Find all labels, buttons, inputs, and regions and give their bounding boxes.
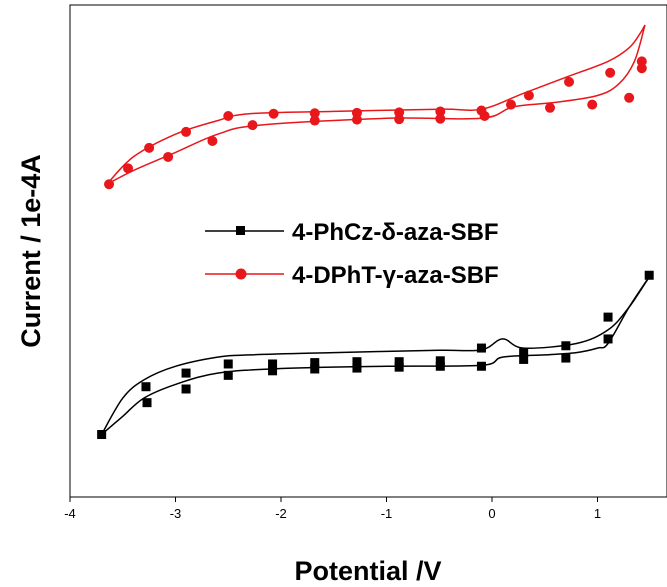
series-2-marker xyxy=(505,99,516,110)
x-tick-label: 1 xyxy=(594,506,601,521)
series-layer xyxy=(97,24,654,439)
series-2-marker xyxy=(605,67,616,78)
series-2-marker xyxy=(476,105,487,116)
series-2-marker xyxy=(624,92,635,103)
series-2-curve-upper xyxy=(106,24,646,185)
series-2-marker xyxy=(207,136,218,147)
series-2-marker xyxy=(351,114,362,125)
x-tick-label: 0 xyxy=(488,506,495,521)
y-axis-title: Current / 1e-4A xyxy=(16,154,46,348)
series-2-marker xyxy=(435,113,446,124)
series-2-marker xyxy=(394,114,405,125)
legend: 4-PhCz-δ-aza-SBF 4-DPhT-γ-aza-SBF xyxy=(205,219,499,289)
series-2-marker xyxy=(309,115,320,126)
series-1-marker xyxy=(603,334,613,344)
series-1-marker xyxy=(561,341,571,351)
x-tick-label: -2 xyxy=(275,506,287,521)
legend-entry-series-2: 4-DPhT-γ-aza-SBF xyxy=(205,262,499,289)
series-2-marker xyxy=(144,142,155,153)
series-2 xyxy=(104,24,647,190)
series-2-marker xyxy=(545,102,556,113)
series-2-marker xyxy=(123,163,134,174)
legend-marker-square xyxy=(236,226,245,235)
series-2-marker xyxy=(435,106,446,117)
series-1-marker xyxy=(223,359,233,369)
series-1-marker xyxy=(435,356,445,366)
series-1-marker xyxy=(519,354,529,364)
series-1-marker xyxy=(97,430,107,439)
series-2-marker xyxy=(564,76,575,87)
x-tick-label: -4 xyxy=(64,506,76,521)
x-axis-title: Potential /V xyxy=(294,556,441,586)
series-1-marker xyxy=(142,398,152,408)
series-1-marker xyxy=(310,364,320,374)
series-2-marker xyxy=(104,179,115,190)
series-2-marker xyxy=(523,90,534,101)
series-1-curve-lower xyxy=(101,274,651,436)
x-axis-ticks: -4 -3 -2 -1 0 1 xyxy=(64,497,601,521)
series-1-marker xyxy=(352,357,362,367)
plot-area xyxy=(69,4,667,498)
legend-label-series-2: 4-DPhT-γ-aza-SBF xyxy=(292,262,499,289)
series-1-marker xyxy=(435,361,445,371)
series-1 xyxy=(97,270,654,439)
series-2-marker xyxy=(223,111,234,121)
series-1-marker xyxy=(141,382,151,392)
series-2-curve-lower xyxy=(106,24,646,185)
legend-label-series-1: 4-PhCz-δ-aza-SBF xyxy=(292,219,499,246)
x-tick-label: -1 xyxy=(381,506,393,521)
series-2-marker xyxy=(636,56,647,67)
series-1-marker xyxy=(181,384,191,394)
series-1-marker xyxy=(561,353,571,363)
series-1-marker xyxy=(476,361,486,371)
series-2-marker xyxy=(163,151,174,162)
series-2-marker xyxy=(268,108,279,119)
series-2-marker xyxy=(587,99,598,110)
legend-marker-circle xyxy=(235,268,247,280)
series-1-curve-upper xyxy=(100,274,651,435)
series-1-marker xyxy=(519,348,529,358)
series-1-marker xyxy=(394,362,404,372)
series-2-marker xyxy=(247,120,258,131)
series-1-marker xyxy=(352,363,362,373)
series-1-marker xyxy=(603,312,613,322)
series-1-marker xyxy=(268,366,278,376)
series-1-marker xyxy=(310,358,320,368)
series-1-marker xyxy=(223,370,233,380)
series-1-marker xyxy=(476,343,486,353)
x-tick-label: -3 xyxy=(170,506,182,521)
series-1-marker xyxy=(644,270,654,280)
legend-entry-series-1: 4-PhCz-δ-aza-SBF xyxy=(205,219,499,246)
series-1-marker xyxy=(268,359,278,369)
series-1-marker xyxy=(394,357,404,367)
plot-frame xyxy=(69,4,667,498)
series-2-marker xyxy=(309,108,320,119)
series-2-marker xyxy=(181,126,192,137)
series-1-marker xyxy=(181,368,191,378)
